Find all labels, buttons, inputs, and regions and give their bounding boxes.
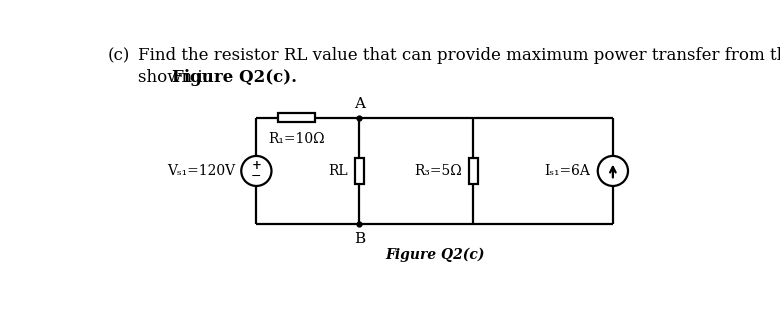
Text: A: A: [354, 97, 365, 111]
Circle shape: [241, 156, 271, 186]
Text: Figure Q2(c).: Figure Q2(c).: [172, 69, 296, 86]
Text: Iₛ₁=6A: Iₛ₁=6A: [544, 164, 590, 178]
Bar: [355, 158, 364, 184]
Text: R₁=10Ω: R₁=10Ω: [268, 133, 324, 146]
Text: Vₛ₁=120V: Vₛ₁=120V: [167, 164, 235, 178]
Text: (c): (c): [108, 47, 130, 64]
Text: −: −: [251, 170, 261, 183]
Text: shown in: shown in: [138, 69, 218, 86]
Text: +: +: [251, 159, 261, 172]
Bar: [278, 113, 314, 122]
Text: Find the resistor RL value that can provide maximum power transfer from the circ: Find the resistor RL value that can prov…: [138, 47, 780, 64]
Text: B: B: [354, 232, 365, 246]
Bar: [469, 158, 478, 184]
Text: R₃=5Ω: R₃=5Ω: [414, 164, 462, 178]
Text: RL: RL: [328, 164, 348, 178]
Circle shape: [597, 156, 628, 186]
Text: Figure Q2(c): Figure Q2(c): [385, 247, 484, 262]
